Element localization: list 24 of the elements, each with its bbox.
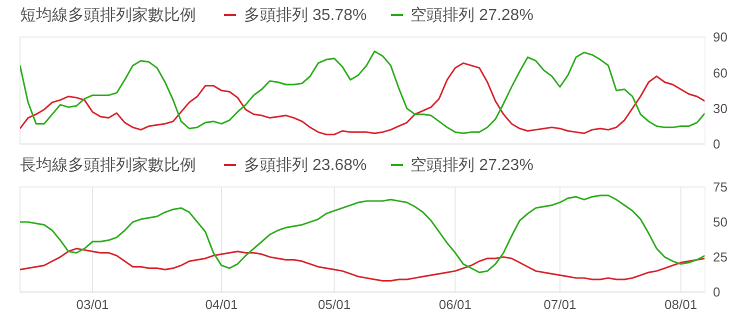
legend-label: 空頭排列 27.23%	[410, 156, 534, 176]
chart-title: 長均線多頭排列家數比例	[20, 156, 196, 176]
y-tick-label: 90	[713, 30, 728, 45]
chart-title: 短均線多頭排列家數比例	[20, 6, 196, 26]
y-tick-label: 30	[713, 100, 728, 116]
y-tick-label: 50	[713, 214, 728, 230]
x-tick-label: 03/01	[76, 297, 109, 312]
y-tick-label: 25	[713, 250, 728, 265]
line-series	[20, 62, 705, 136]
y-tick-label: 75	[713, 180, 728, 195]
legend-label: 多頭排列 23.68%	[244, 156, 367, 176]
y-tick-label: 0	[713, 284, 720, 300]
x-tick-label: 04/01	[205, 297, 238, 312]
line-series	[20, 194, 705, 274]
x-tick-label: 08/01	[664, 297, 698, 312]
line-series	[20, 248, 705, 282]
x-tick-label: 07/01	[544, 297, 576, 312]
legend-label: 空頭排列 27.28%	[410, 6, 534, 26]
y-tick-label: 0	[713, 136, 720, 152]
x-tick-label: 06/01	[438, 297, 472, 312]
y-tick-label: 60	[713, 65, 728, 80]
x-tick-label: 05/01	[318, 297, 351, 312]
legend-label: 多頭排列 35.78%	[244, 6, 367, 26]
line-series	[20, 50, 705, 134]
